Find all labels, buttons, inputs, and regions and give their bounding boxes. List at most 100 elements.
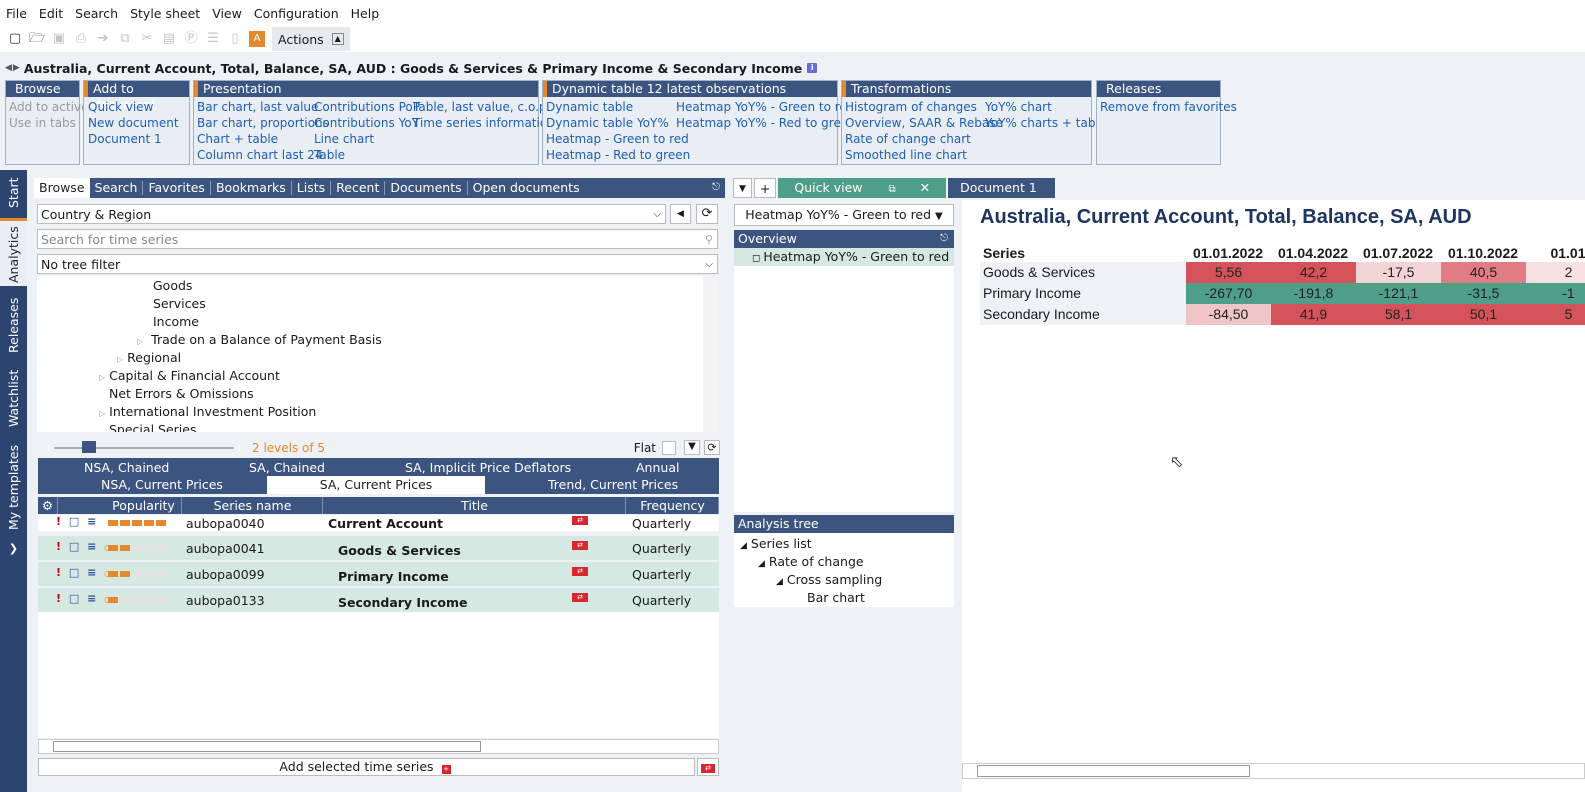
dynamic-link[interactable]: Dynamic table [546, 100, 634, 114]
collapse-icon[interactable]: ◢ [758, 559, 765, 569]
save-icon[interactable]: ▣ [52, 31, 66, 46]
heatmap-row[interactable]: Secondary Income -84,50 41,9 58,1 50,1 5 [980, 304, 1585, 325]
add-selected-button[interactable]: Add selected time series + [38, 758, 695, 776]
expand-icon[interactable]: ▷ [117, 355, 124, 364]
dynamic-link[interactable]: Dynamic table YoY% [546, 116, 669, 130]
region-select[interactable]: Country & Region ⌵ [37, 204, 666, 224]
pin-icon[interactable]: ⎋ [712, 182, 720, 193]
paste-icon[interactable]: ▤ [162, 31, 176, 46]
send-icon[interactable]: ⇄ [697, 758, 719, 776]
quick-view-link[interactable]: Quick view [88, 100, 154, 114]
presentation-link[interactable]: Contributions YoY [314, 116, 419, 130]
analysis-node[interactable]: Rate of change [768, 554, 864, 569]
tab-document1[interactable]: Document 1 [948, 178, 1055, 198]
col-title[interactable]: Title [324, 497, 626, 514]
tree-node[interactable]: International Investment Position [109, 404, 317, 419]
tab-sa-implicit[interactable]: SA, Implicit Price Deflators [405, 460, 572, 475]
actions-toggle[interactable]: Actions ▲ [272, 27, 350, 51]
pin-icon[interactable]: ⎋ [940, 233, 948, 244]
presentation-link[interactable]: Time series information [413, 116, 555, 130]
document1-link[interactable]: Document 1 [88, 132, 162, 146]
back-icon[interactable]: ◀ [670, 204, 691, 224]
tab-quick-view[interactable]: Quick view ⧉ ✕ [778, 178, 947, 198]
tab-trend-current[interactable]: Trend, Current Prices [548, 477, 679, 492]
template-select[interactable]: Heatmap YoY% - Green to red ▼ [734, 204, 954, 226]
side-tab-my-templates[interactable]: My templates [6, 444, 21, 530]
presentation-link[interactable]: Chart + table [197, 132, 279, 146]
menu-file[interactable]: File [6, 5, 27, 21]
analysis-node[interactable]: Bar chart [807, 590, 865, 605]
refresh-icon[interactable]: ⟳ [696, 204, 718, 224]
dynamic-link[interactable]: Heatmap YoY% - Red to green [676, 116, 856, 130]
tab-browse[interactable]: Browse [34, 178, 90, 198]
new-icon[interactable]: ▢ [8, 31, 22, 46]
tab-nsa-current[interactable]: NSA, Current Prices [101, 477, 223, 492]
tree-node[interactable]: Special Series [109, 422, 197, 432]
transformation-link[interactable]: Smoothed line chart [845, 148, 967, 162]
new-document-link[interactable]: New document [88, 116, 179, 130]
presentation-link[interactable]: Table [314, 148, 346, 162]
popout-icon[interactable]: ⧉ [888, 184, 896, 195]
tab-sa-current[interactable]: SA, Current Prices [267, 476, 485, 494]
tab-favorites[interactable]: Favorites [143, 181, 211, 195]
info-icon[interactable]: i [807, 63, 818, 73]
transformation-link[interactable]: YoY% chart [985, 100, 1052, 114]
presentation-link[interactable]: Table, last value, c.o.p. [413, 100, 551, 114]
side-tab-releases[interactable]: Releases [6, 297, 21, 353]
side-tab-analytics[interactable]: Analytics [0, 218, 27, 286]
menu-configuration[interactable]: Configuration [253, 5, 339, 21]
close-icon[interactable]: ✕ [919, 180, 931, 195]
tree-node[interactable]: Net Errors & Omissions [109, 386, 254, 401]
a-icon[interactable]: A [249, 31, 265, 47]
levels-slider[interactable] [54, 440, 252, 455]
refresh-icon[interactable]: ⟳ [704, 440, 720, 455]
col-popularity[interactable]: Popularity [106, 497, 182, 514]
grid-hscrollbar[interactable] [38, 739, 719, 754]
document-hscrollbar[interactable] [962, 763, 1585, 779]
tree-node[interactable]: Goods [153, 278, 193, 293]
remove-from-favorites-link[interactable]: Remove from favorites [1100, 100, 1237, 114]
tab-nsa-chained[interactable]: NSA, Chained [84, 460, 170, 475]
tree-node[interactable]: Capital & Financial Account [109, 368, 280, 383]
tab-dropdown-icon[interactable]: ▼ [733, 178, 752, 198]
add-to-active-link[interactable]: Add to active [9, 100, 89, 114]
presentation-link[interactable]: Bar chart, proportions [197, 116, 329, 130]
use-in-tabs-link[interactable]: Use in tabs [9, 116, 76, 130]
col-series-name[interactable]: Series name [183, 497, 323, 514]
transformation-link[interactable]: Overview, SAAR & Rebase [845, 116, 1003, 130]
flat-checkbox[interactable] [662, 440, 676, 455]
filter-icon[interactable]: ▼ [684, 440, 700, 455]
row-flags-icon[interactable]: ! □ ≡ ○ [56, 566, 111, 579]
side-tab-start[interactable]: Start [6, 177, 21, 208]
copy-icon[interactable]: ⧉ [120, 31, 130, 46]
menu-view[interactable]: View [212, 5, 242, 21]
tab-open-documents[interactable]: Open documents [472, 180, 580, 195]
expand-icon[interactable]: ▷ [137, 337, 144, 346]
row-flags-icon[interactable]: ! □ ≡ [56, 515, 99, 528]
tree-node[interactable]: Regional [127, 350, 182, 365]
menu-help[interactable]: Help [350, 5, 380, 21]
columns-icon[interactable]: ☰ [207, 31, 219, 46]
col-frequency[interactable]: Frequency [627, 497, 719, 514]
transformation-link[interactable]: Histogram of changes [845, 100, 977, 114]
tab-bookmarks[interactable]: Bookmarks [211, 181, 292, 195]
tree-node[interactable]: Income [153, 314, 199, 329]
tree-node[interactable]: Services [153, 296, 206, 311]
presentation-link[interactable]: Column chart last 24 [197, 148, 323, 162]
menu-search[interactable]: Search [75, 5, 119, 21]
tree-scrollbar[interactable] [703, 276, 718, 432]
cut-icon[interactable]: ✂ [141, 31, 153, 46]
dynamic-link[interactable]: Heatmap YoY% - Green to red [676, 100, 855, 114]
tab-documents[interactable]: Documents [385, 181, 468, 195]
tab-add-icon[interactable]: + [753, 178, 777, 198]
row-flags-icon[interactable]: ! □ ≡ ○ [56, 592, 111, 605]
collapse-icon[interactable]: ◢ [776, 577, 783, 587]
tab-annual[interactable]: Annual [636, 460, 680, 475]
expand-icon[interactable]: ▷ [99, 409, 106, 418]
side-chevron-right-icon[interactable]: ❯ [8, 542, 19, 555]
p-icon[interactable]: Ⓟ [184, 31, 198, 46]
